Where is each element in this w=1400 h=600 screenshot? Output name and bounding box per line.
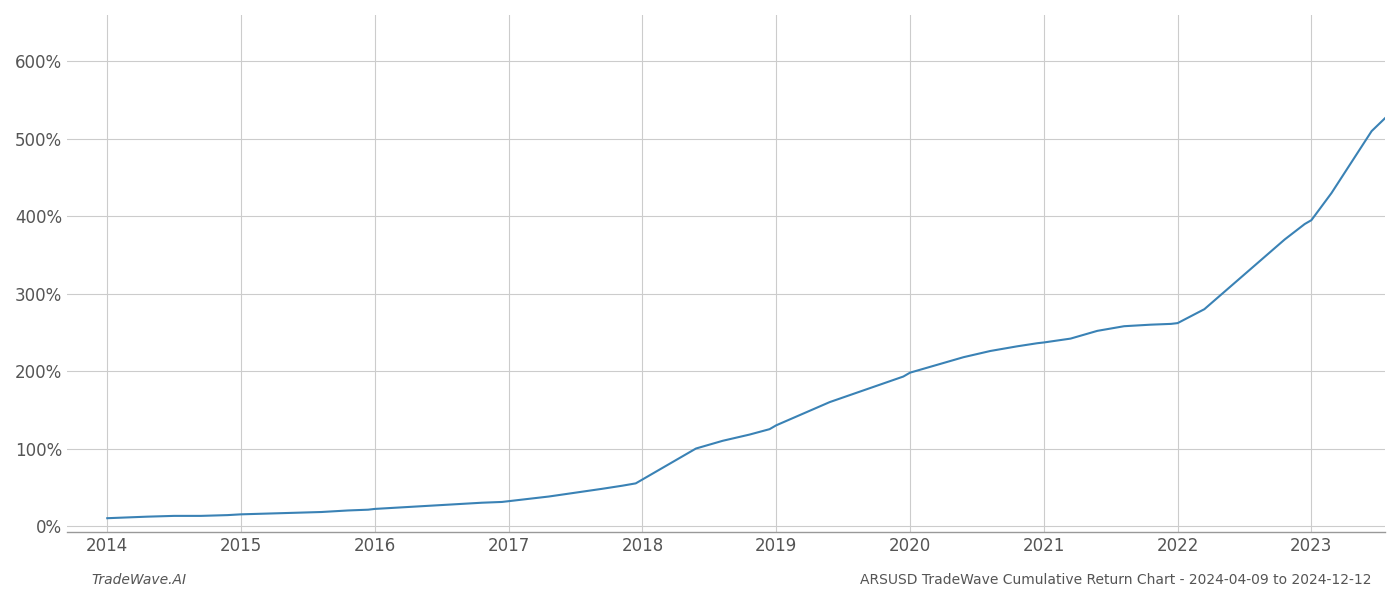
Text: TradeWave.AI: TradeWave.AI <box>91 573 186 587</box>
Text: ARSUSD TradeWave Cumulative Return Chart - 2024-04-09 to 2024-12-12: ARSUSD TradeWave Cumulative Return Chart… <box>861 573 1372 587</box>
